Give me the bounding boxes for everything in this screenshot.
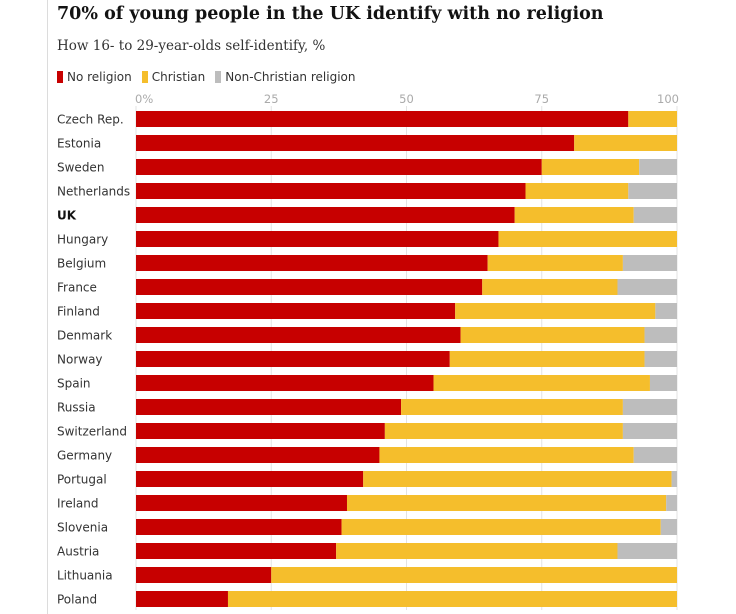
bar-slovenia-no-religion xyxy=(136,519,342,535)
category-label-france: France xyxy=(57,281,97,295)
bar-uk-christian xyxy=(514,207,634,223)
bar-denmark-no-religion xyxy=(136,327,461,343)
bar-france-non-christian-religion xyxy=(617,279,677,295)
legend-label-non-christian: Non-Christian religion xyxy=(225,70,356,84)
category-label-hungary: Hungary xyxy=(57,233,108,247)
x-tick-label-50: 50 xyxy=(399,92,414,106)
bar-france-christian xyxy=(482,279,618,295)
category-label-spain: Spain xyxy=(57,377,91,391)
bar-finland-christian xyxy=(455,303,656,319)
bar-czech-rep-no-religion xyxy=(136,111,629,127)
bar-russia-no-religion xyxy=(136,399,402,415)
category-label-slovenia: Slovenia xyxy=(57,521,108,535)
legend-swatch-no-religion xyxy=(57,71,63,83)
bar-finland-no-religion xyxy=(136,303,456,319)
category-label-portugal: Portugal xyxy=(57,473,107,487)
chart-subtitle: How 16- to 29-year-olds self-identify, % xyxy=(57,38,326,54)
bar-poland-no-religion xyxy=(136,591,228,607)
legend-item-no-religion: No religion xyxy=(57,70,132,84)
x-tick-label-0: 0% xyxy=(135,92,153,106)
bar-switzerland-no-religion xyxy=(136,423,385,439)
category-label-sweden: Sweden xyxy=(57,161,104,175)
bar-lithuania-christian xyxy=(271,567,677,583)
bar-denmark-christian xyxy=(460,327,645,343)
bar-germany-christian xyxy=(379,447,634,463)
category-label-switzerland: Switzerland xyxy=(57,425,127,439)
bar-hungary-christian xyxy=(498,231,677,247)
legend-swatch-non-christian xyxy=(215,71,222,83)
category-label-poland: Poland xyxy=(57,593,97,607)
bar-slovenia-non-christian-religion xyxy=(660,519,677,535)
category-label-denmark: Denmark xyxy=(57,329,112,343)
bar-uk-no-religion xyxy=(136,207,515,223)
bar-spain-non-christian-religion xyxy=(649,375,677,391)
bar-portugal-christian xyxy=(363,471,672,487)
category-label-estonia: Estonia xyxy=(57,137,101,151)
bar-belgium-no-religion xyxy=(136,255,488,271)
bar-germany-non-christian-religion xyxy=(633,447,677,463)
bar-norway-christian xyxy=(449,351,645,367)
bar-austria-no-religion xyxy=(136,543,337,559)
x-tick-label-75: 75 xyxy=(534,92,549,106)
bar-ireland-christian xyxy=(346,495,667,511)
bar-russia-non-christian-religion xyxy=(622,399,677,415)
category-label-belgium: Belgium xyxy=(57,257,106,271)
bar-sweden-no-religion xyxy=(136,159,542,175)
bar-estonia-no-religion xyxy=(136,135,575,151)
chart-legend: No religion Christian Non-Christian reli… xyxy=(57,69,365,85)
category-label-finland: Finland xyxy=(57,305,100,319)
category-label-ireland: Ireland xyxy=(57,497,99,511)
legend-swatch-christian xyxy=(141,71,148,83)
category-label-norway: Norway xyxy=(57,353,103,367)
legend-item-christian: Christian xyxy=(141,70,206,84)
bar-switzerland-non-christian-religion xyxy=(622,423,677,439)
bar-slovenia-christian xyxy=(341,519,661,535)
bar-poland-christian xyxy=(227,591,677,607)
bar-norway-no-religion xyxy=(136,351,450,367)
category-label-russia: Russia xyxy=(57,401,96,415)
left-divider xyxy=(47,0,48,614)
bar-lithuania-no-religion xyxy=(136,567,272,583)
x-tick-label-25: 25 xyxy=(264,92,279,106)
bar-france-no-religion xyxy=(136,279,483,295)
bar-ireland-non-christian-religion xyxy=(666,495,677,511)
category-label-netherlands: Netherlands xyxy=(57,185,130,199)
bar-denmark-non-christian-religion xyxy=(644,327,677,343)
chart-title: 70% of young people in the UK identify w… xyxy=(57,4,604,24)
category-label-austria: Austria xyxy=(57,545,99,559)
bar-spain-no-religion xyxy=(136,375,434,391)
bar-portugal-no-religion xyxy=(136,471,364,487)
legend-item-non-christian: Non-Christian religion xyxy=(215,70,355,84)
bar-austria-non-christian-religion xyxy=(617,543,677,559)
x-tick-label-100: 100 xyxy=(657,92,679,106)
category-label-germany: Germany xyxy=(57,449,112,463)
bar-portugal-non-christian-religion xyxy=(671,471,677,487)
bar-russia-christian xyxy=(401,399,623,415)
bar-estonia-christian xyxy=(574,135,677,151)
bar-netherlands-no-religion xyxy=(136,183,526,199)
bar-czech-rep-christian xyxy=(628,111,677,127)
bar-austria-christian xyxy=(336,543,618,559)
bar-sweden-christian xyxy=(541,159,640,175)
bar-netherlands-christian xyxy=(525,183,629,199)
bar-switzerland-christian xyxy=(384,423,623,439)
bar-spain-christian xyxy=(433,375,650,391)
bar-sweden-non-christian-religion xyxy=(639,159,677,175)
category-label-lithuania: Lithuania xyxy=(57,569,113,583)
bar-uk-non-christian-religion xyxy=(633,207,677,223)
legend-label-christian: Christian xyxy=(151,70,206,84)
bar-finland-non-christian-religion xyxy=(655,303,677,319)
bar-germany-no-religion xyxy=(136,447,380,463)
legend-label-no-religion: No religion xyxy=(67,70,132,84)
bar-belgium-non-christian-religion xyxy=(622,255,677,271)
bar-belgium-christian xyxy=(487,255,623,271)
bar-hungary-no-religion xyxy=(136,231,499,247)
bar-ireland-no-religion xyxy=(136,495,347,511)
bar-norway-non-christian-religion xyxy=(644,351,677,367)
category-label-czech-rep: Czech Rep. xyxy=(57,113,124,127)
bar-netherlands-non-christian-religion xyxy=(628,183,677,199)
category-label-uk: UK xyxy=(57,209,77,223)
